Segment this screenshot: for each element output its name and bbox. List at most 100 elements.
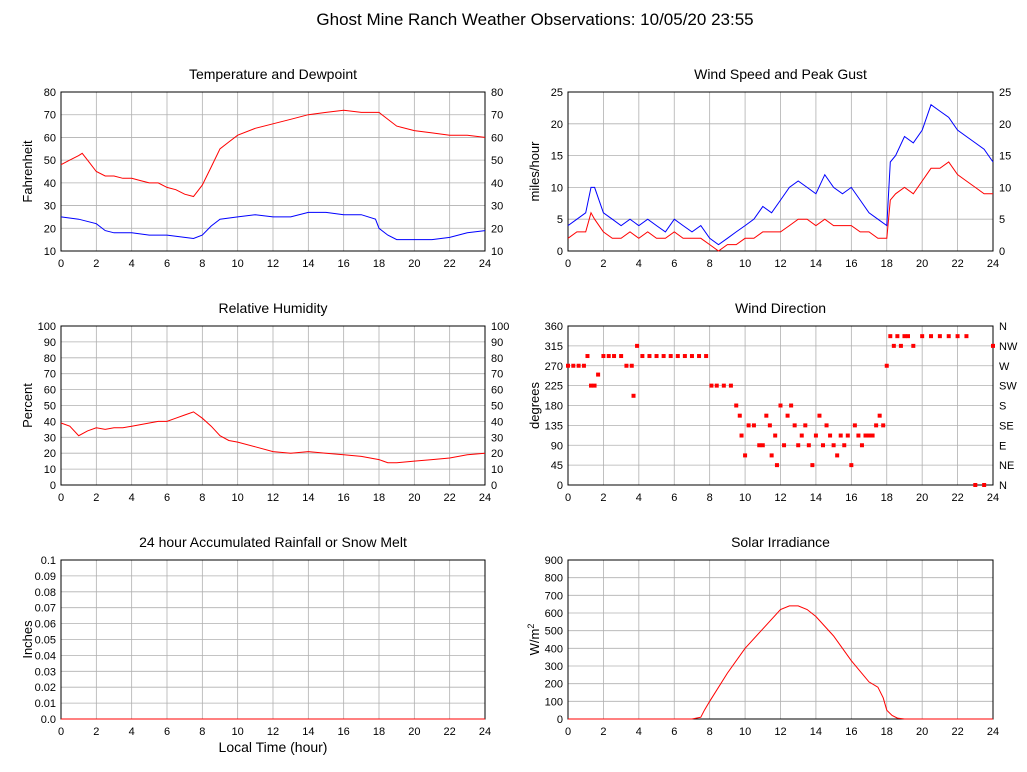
- y-tick-label: 100: [545, 696, 563, 708]
- x-tick-label: 4: [636, 726, 642, 738]
- x-tick-label: 12: [267, 492, 279, 504]
- y-tick-label-right: 90: [491, 337, 503, 349]
- y-tick-label: 270: [545, 361, 563, 373]
- x-tick-label: 12: [774, 258, 786, 270]
- data-point: [792, 423, 797, 428]
- data-point: [689, 354, 694, 359]
- y-tick-label: 600: [545, 608, 563, 620]
- y-axis-label: miles/hour: [527, 141, 542, 202]
- y-tick-label-right: 20: [491, 448, 503, 460]
- x-tick-label: 14: [810, 492, 822, 504]
- series-line: [60, 109, 486, 198]
- y-tick-label: 0.05: [35, 635, 56, 647]
- data-point: [782, 443, 787, 448]
- x-tick-label: 4: [129, 726, 135, 738]
- data-point: [661, 354, 666, 359]
- y-tick-label-right: 0: [491, 480, 497, 492]
- y-tick-label-right: 10: [999, 182, 1011, 194]
- series-line: [60, 411, 486, 464]
- x-axis-label: Local Time (hour): [219, 739, 328, 755]
- x-tick-label: 20: [408, 726, 420, 738]
- x-tick-label: 2: [93, 726, 99, 738]
- chart-title: Solar Irradiance: [731, 534, 830, 550]
- data-point: [824, 423, 829, 428]
- data-point: [743, 453, 748, 458]
- y-tick-label: 400: [545, 643, 563, 655]
- data-point: [902, 334, 907, 339]
- x-tick-label: 2: [600, 492, 606, 504]
- y-tick-label: 20: [551, 119, 563, 131]
- y-tick-label-right: 100: [491, 321, 509, 333]
- y-tick-label-right: 70: [491, 110, 503, 122]
- data-point: [821, 443, 825, 448]
- x-tick-label: 14: [302, 726, 314, 738]
- y-tick-label: 0: [50, 480, 56, 492]
- y-tick-label: 40: [44, 178, 56, 190]
- data-point: [773, 433, 778, 438]
- y-tick-label: 10: [44, 464, 56, 476]
- data-point: [760, 443, 765, 448]
- data-point: [929, 334, 934, 339]
- data-point: [581, 363, 586, 368]
- data-point: [585, 354, 590, 359]
- series-line: [568, 605, 993, 720]
- y-tick-label: 80: [44, 87, 56, 99]
- x-tick-label: 8: [707, 258, 713, 270]
- data-point: [964, 334, 969, 339]
- x-tick-label: 20: [408, 258, 420, 270]
- x-tick-label: 22: [951, 492, 963, 504]
- data-point: [813, 433, 818, 438]
- y-tick-label: 700: [545, 590, 563, 602]
- data-point: [647, 354, 652, 359]
- data-point: [746, 423, 751, 428]
- x-tick-label: 12: [774, 726, 786, 738]
- y-tick-label: 0.01: [35, 698, 56, 710]
- data-point: [849, 463, 854, 468]
- x-tick-label: 14: [810, 726, 822, 738]
- y-tick-label-right: 10: [491, 464, 503, 476]
- data-point: [774, 463, 779, 468]
- data-point: [612, 354, 617, 359]
- y-tick-label-right: 0: [999, 246, 1005, 258]
- data-point: [709, 383, 714, 388]
- data-point: [817, 413, 822, 418]
- data-point: [937, 334, 942, 339]
- y-tick-label: 15: [551, 151, 563, 163]
- data-point: [757, 443, 762, 448]
- data-point: [828, 433, 833, 438]
- y-tick-label: 0: [557, 246, 563, 258]
- data-point: [789, 403, 794, 408]
- y-tick-label-right: SE: [999, 420, 1014, 432]
- y-tick-label: 0.0: [41, 714, 56, 726]
- x-tick-label: 18: [881, 492, 893, 504]
- data-point: [920, 334, 925, 339]
- y-tick-label-right: 80: [491, 353, 503, 365]
- data-point: [697, 354, 702, 359]
- data-point: [576, 363, 581, 368]
- x-tick-label: 14: [302, 492, 314, 504]
- y-tick-label: 225: [545, 381, 563, 393]
- data-point: [835, 453, 840, 458]
- x-tick-label: 4: [636, 258, 642, 270]
- data-point: [810, 463, 815, 468]
- y-axis-label: Fahrenheit: [20, 140, 35, 203]
- x-tick-label: 24: [987, 726, 999, 738]
- chart-title: Wind Speed and Peak Gust: [694, 66, 867, 82]
- y-tick-label: 135: [545, 420, 563, 432]
- data-point: [799, 433, 804, 438]
- x-tick-label: 2: [600, 258, 606, 270]
- y-tick-label: 60: [44, 132, 56, 144]
- x-tick-label: 20: [916, 258, 928, 270]
- y-tick-label: 10: [44, 246, 56, 258]
- x-tick-label: 10: [232, 492, 244, 504]
- y-tick-label-right: 25: [999, 87, 1011, 99]
- x-tick-label: 8: [199, 726, 205, 738]
- x-tick-label: 16: [338, 492, 350, 504]
- data-point: [838, 433, 843, 438]
- y-tick-label-right: 60: [491, 385, 503, 397]
- data-point: [973, 483, 978, 487]
- y-tick-label-right: 30: [491, 432, 503, 444]
- x-tick-label: 12: [267, 258, 279, 270]
- page-title: Ghost Mine Ranch Weather Observations: 1…: [316, 10, 753, 29]
